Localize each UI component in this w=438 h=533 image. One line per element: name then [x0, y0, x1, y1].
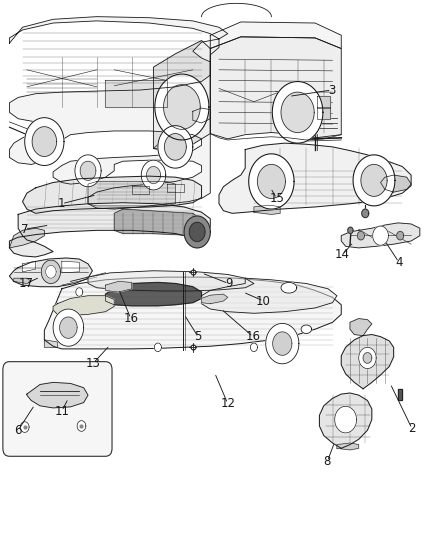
Polygon shape	[77, 421, 86, 431]
Polygon shape	[141, 160, 166, 190]
Text: 17: 17	[18, 277, 34, 290]
Polygon shape	[155, 74, 209, 140]
Polygon shape	[319, 393, 372, 448]
Polygon shape	[10, 228, 44, 248]
Text: 8: 8	[324, 455, 331, 468]
Polygon shape	[210, 37, 341, 139]
Polygon shape	[363, 353, 372, 364]
Polygon shape	[62, 261, 79, 273]
Text: 16: 16	[124, 312, 138, 325]
Text: 15: 15	[269, 192, 284, 205]
Polygon shape	[301, 325, 311, 334]
Polygon shape	[337, 443, 359, 450]
Text: 2: 2	[408, 422, 416, 435]
Polygon shape	[317, 96, 330, 108]
Polygon shape	[193, 108, 210, 123]
Polygon shape	[53, 296, 114, 316]
Polygon shape	[22, 261, 35, 272]
Text: 10: 10	[256, 295, 271, 308]
Polygon shape	[164, 134, 186, 160]
Polygon shape	[249, 154, 294, 209]
Polygon shape	[266, 324, 299, 364]
Polygon shape	[88, 271, 254, 291]
Polygon shape	[184, 216, 210, 248]
Polygon shape	[273, 332, 292, 356]
Polygon shape	[154, 343, 161, 352]
Text: 12: 12	[220, 397, 235, 410]
Polygon shape	[272, 82, 323, 143]
Polygon shape	[381, 175, 411, 192]
Polygon shape	[251, 343, 258, 352]
Polygon shape	[210, 22, 341, 49]
Text: 13: 13	[86, 357, 101, 370]
Polygon shape	[341, 223, 420, 248]
Polygon shape	[254, 205, 280, 214]
Polygon shape	[201, 294, 228, 304]
Polygon shape	[44, 277, 341, 349]
Polygon shape	[41, 260, 60, 284]
Text: 9: 9	[225, 277, 232, 290]
Polygon shape	[158, 126, 193, 168]
Text: 7: 7	[21, 223, 28, 236]
Polygon shape	[350, 319, 372, 336]
Polygon shape	[32, 127, 57, 157]
Polygon shape	[27, 382, 88, 408]
Polygon shape	[353, 155, 395, 206]
Polygon shape	[348, 227, 353, 233]
Polygon shape	[132, 185, 149, 193]
Polygon shape	[373, 226, 389, 245]
Polygon shape	[397, 231, 404, 240]
Polygon shape	[258, 165, 286, 198]
Polygon shape	[106, 282, 201, 306]
Polygon shape	[14, 278, 31, 284]
Polygon shape	[10, 258, 92, 287]
Polygon shape	[357, 231, 364, 240]
Polygon shape	[106, 281, 132, 292]
Polygon shape	[60, 317, 77, 338]
Polygon shape	[25, 118, 64, 165]
Polygon shape	[317, 107, 330, 119]
Polygon shape	[398, 389, 403, 400]
Polygon shape	[76, 288, 83, 296]
Polygon shape	[44, 340, 57, 348]
Polygon shape	[219, 143, 411, 213]
Text: 4: 4	[395, 256, 403, 269]
Polygon shape	[163, 85, 200, 130]
Text: 6: 6	[14, 424, 22, 437]
Polygon shape	[114, 209, 201, 236]
Text: 3: 3	[328, 84, 336, 96]
Polygon shape	[341, 335, 394, 389]
Polygon shape	[10, 203, 210, 257]
Polygon shape	[106, 80, 166, 107]
Polygon shape	[189, 222, 205, 241]
Polygon shape	[362, 209, 369, 217]
FancyBboxPatch shape	[3, 362, 112, 456]
Text: 11: 11	[54, 405, 69, 417]
Polygon shape	[153, 135, 184, 151]
Polygon shape	[147, 166, 160, 183]
Text: 1: 1	[58, 197, 66, 211]
Text: 5: 5	[194, 330, 202, 343]
Polygon shape	[20, 422, 29, 432]
Polygon shape	[22, 176, 201, 213]
Polygon shape	[359, 348, 376, 368]
Polygon shape	[361, 165, 387, 196]
Polygon shape	[281, 92, 314, 133]
Polygon shape	[88, 181, 175, 206]
Polygon shape	[166, 184, 184, 192]
Text: 16: 16	[246, 330, 261, 343]
Polygon shape	[153, 41, 210, 151]
Polygon shape	[75, 155, 101, 187]
Polygon shape	[53, 309, 84, 346]
Polygon shape	[201, 278, 337, 313]
Polygon shape	[10, 17, 228, 209]
Polygon shape	[80, 161, 96, 180]
Text: 14: 14	[335, 248, 350, 261]
Polygon shape	[335, 406, 357, 433]
Polygon shape	[281, 282, 297, 293]
Polygon shape	[46, 265, 56, 278]
